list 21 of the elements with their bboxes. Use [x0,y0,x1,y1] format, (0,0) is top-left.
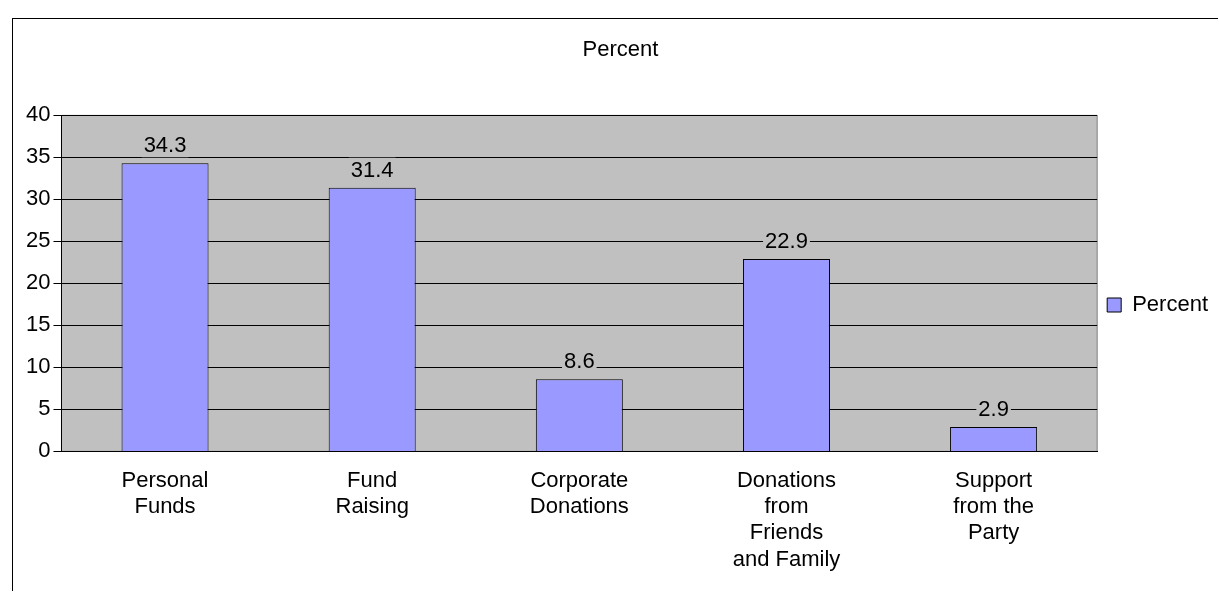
x-tick-label: Personal Funds [121,466,209,519]
y-tick-label: 40 [25,101,51,127]
y-tick-label: 15 [25,311,51,337]
y-tick-label: 30 [25,185,51,211]
data-label: 2.9 [978,396,1009,422]
x-tick-label: Fund Raising [335,466,409,519]
data-label: 22.9 [765,228,808,254]
y-tick-label: 10 [25,353,51,379]
x-tick-label: Support from the Party [953,466,1034,545]
data-label: 8.6 [564,348,595,374]
data-label: 34.3 [143,132,187,158]
x-tick-label: Donations from Friends and Family [732,466,841,571]
data-label: 31.4 [350,156,394,182]
y-tick-label: 25 [25,227,51,253]
y-tick-label: 35 [25,143,51,169]
y-tick-label: 5 [38,395,51,421]
y-tick-label: 0 [38,437,51,463]
chart-title: Percent [582,36,659,62]
x-tick-label: Corporate Donations [529,466,629,519]
y-tick-label: 20 [25,269,51,295]
legend-label: Percent [1132,291,1209,317]
